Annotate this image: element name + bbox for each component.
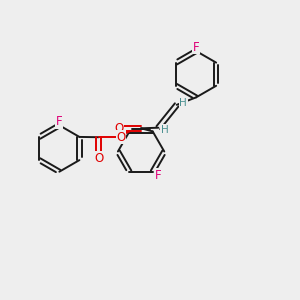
Text: O: O	[94, 152, 104, 164]
Text: F: F	[193, 41, 200, 54]
Text: F: F	[154, 169, 161, 182]
Text: H: H	[179, 98, 187, 108]
Text: O: O	[114, 122, 123, 135]
Text: O: O	[116, 131, 126, 144]
Text: F: F	[56, 115, 63, 128]
Text: H: H	[161, 125, 169, 135]
